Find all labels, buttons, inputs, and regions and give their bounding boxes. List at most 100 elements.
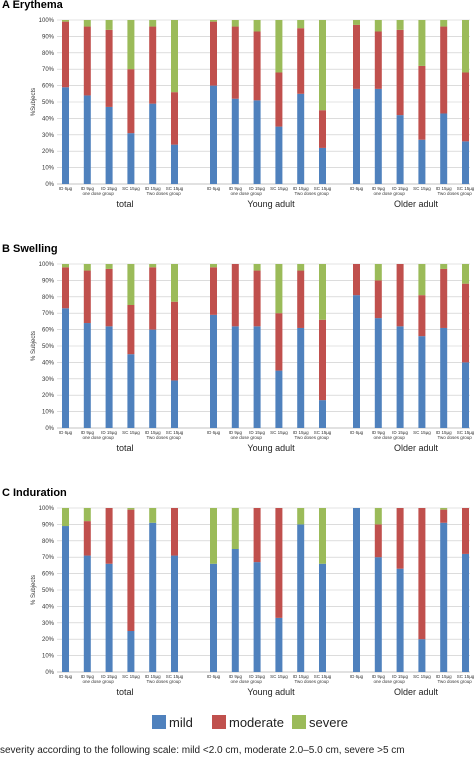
bar-mild: [171, 144, 178, 184]
x-category-label: ID 9µg: [81, 186, 95, 191]
x-category-label: ID 6µg: [207, 430, 221, 435]
y-tick-label: 70%: [42, 311, 55, 317]
bar-severe: [210, 20, 217, 22]
subgroup-label: one dose group: [231, 679, 263, 684]
x-category-label: ID 15µg: [293, 430, 309, 435]
bar-mild: [127, 631, 135, 672]
bar-moderate: [374, 280, 382, 319]
x-category-label: SC 15µg: [457, 674, 474, 679]
bar-moderate: [462, 508, 469, 554]
bar-moderate: [83, 26, 91, 96]
bar-severe: [83, 264, 91, 271]
y-tick-label: 90%: [42, 34, 55, 40]
x-category-label: SC 15µg: [270, 674, 288, 679]
y-tick-label: 100%: [39, 506, 55, 512]
legend-swatch: [212, 715, 226, 729]
bar-mild: [297, 524, 305, 672]
bar-moderate: [396, 29, 404, 116]
bar-mild: [418, 139, 426, 184]
bar-severe: [418, 264, 426, 296]
bar-moderate: [83, 521, 91, 556]
bar-mild: [253, 100, 261, 184]
x-category-label: ID 6µg: [350, 430, 364, 435]
chart-panel: B Swelling 0% 10% 20% 30% 40% 50% 60% 70% 80% 90% 1…: [2, 243, 474, 453]
bar-mild: [440, 327, 448, 428]
y-tick-label: 100%: [39, 18, 55, 24]
y-tick-label: 10%: [42, 410, 55, 416]
bar-moderate: [210, 21, 217, 86]
x-category-label: SC 15µg: [122, 430, 140, 435]
bar-severe: [297, 20, 305, 29]
bar-mild: [353, 508, 360, 672]
bar-mild: [275, 617, 283, 672]
bar-severe: [275, 264, 283, 314]
bar-mild: [127, 354, 135, 428]
bar-severe: [149, 264, 157, 268]
section-label: Young adult: [247, 199, 295, 209]
y-tick-label: 50%: [42, 100, 55, 106]
bar-mild: [149, 103, 157, 184]
panel-title: C Induration: [2, 487, 67, 499]
x-category-label: ID 6µg: [59, 430, 73, 435]
x-category-label: ID 6µg: [350, 674, 364, 679]
y-tick-label: 50%: [42, 344, 55, 350]
subgroup-label: one dose group: [374, 679, 406, 684]
bar-mild: [319, 400, 326, 428]
legend-label: moderate: [229, 715, 284, 730]
bar-mild: [171, 380, 178, 428]
x-category-label: SC 15µg: [166, 674, 184, 679]
bar-mild: [210, 85, 217, 184]
x-category-label: ID 15µg: [145, 674, 161, 679]
bar-moderate: [231, 264, 239, 327]
x-category-label: ID 15µg: [249, 674, 265, 679]
bar-moderate: [253, 270, 261, 327]
bar-severe: [440, 264, 448, 269]
x-category-label: ID 15µg: [145, 430, 161, 435]
y-tick-label: 90%: [42, 522, 55, 528]
bar-mild: [462, 362, 469, 428]
y-tick-label: 0%: [45, 670, 54, 676]
chart-panel: A Erythema 0% 10% 20% 30% 40% 50% 60% 70% 80% 90% 1…: [2, 0, 474, 209]
bar-severe: [127, 264, 135, 305]
x-category-label: ID 15µg: [392, 186, 408, 191]
bar-severe: [62, 508, 69, 527]
bar-moderate: [275, 313, 283, 371]
subgroup-label: Two doses group: [146, 435, 181, 440]
legend-label: severe: [309, 715, 348, 730]
bar-severe: [210, 264, 217, 268]
x-category-label: SC 15µg: [413, 674, 431, 679]
bar-moderate: [62, 267, 69, 309]
bar-moderate: [253, 31, 261, 101]
y-tick-label: 60%: [42, 328, 55, 334]
bar-severe: [462, 264, 469, 284]
bar-mild: [462, 141, 469, 184]
bar-moderate: [127, 305, 135, 355]
bar-moderate: [62, 21, 69, 88]
x-category-label: SC 15µg: [314, 430, 332, 435]
bar-moderate: [462, 72, 469, 142]
x-category-label: ID 15µg: [436, 186, 452, 191]
section-label: total: [116, 443, 133, 453]
subgroup-label: Two doses group: [437, 679, 472, 684]
subgroup-label: one dose group: [83, 191, 115, 196]
bar-severe: [374, 508, 382, 525]
bar-severe: [297, 264, 305, 271]
bar-severe: [231, 508, 239, 549]
subgroup-label: Two doses group: [437, 435, 472, 440]
bar-severe: [440, 20, 448, 27]
y-tick-label: 50%: [42, 588, 55, 594]
bar-severe: [374, 264, 382, 281]
bar-severe: [149, 20, 157, 27]
bar-mild: [83, 323, 91, 428]
bar-severe: [83, 508, 91, 522]
bar-mild: [253, 326, 261, 428]
bar-moderate: [374, 524, 382, 558]
chart-legend: mild moderate severe: [152, 715, 348, 730]
x-category-label: ID 15µg: [436, 674, 452, 679]
y-tick-label: 20%: [42, 393, 55, 399]
bar-mild: [374, 557, 382, 672]
bar-moderate: [374, 31, 382, 89]
bar-mild: [62, 526, 69, 672]
bar-mild: [396, 115, 404, 184]
bar-moderate: [418, 65, 426, 140]
